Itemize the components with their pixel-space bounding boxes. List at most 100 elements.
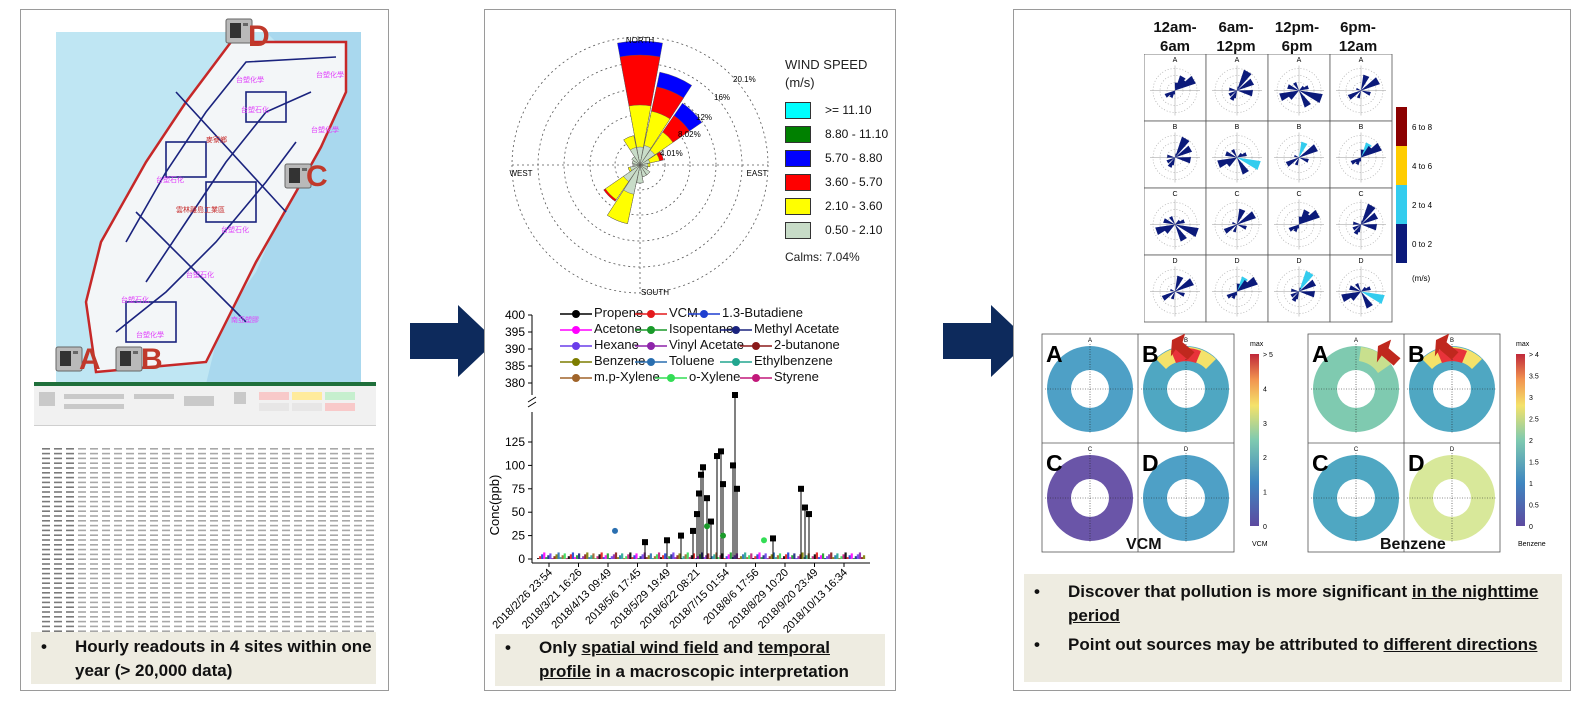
- ts-baseline-mark: [819, 555, 823, 559]
- small-rose-petal: [1235, 291, 1238, 296]
- ts-baseline-mark: [737, 558, 741, 560]
- polar-colorbar-tick: > 5: [1263, 352, 1273, 359]
- small-rose-petal: [1361, 291, 1385, 305]
- small-rose-site-label: D: [1234, 258, 1239, 265]
- wind-legend-label: 0.50 - 2.10: [825, 223, 883, 237]
- ts-baseline-mark: [764, 553, 767, 559]
- ts-baseline-mark: [715, 552, 718, 559]
- propene-spike-marker: [806, 511, 812, 518]
- upper-y-tick-label: 395: [505, 325, 525, 339]
- time-period-header: 6pm- 12am: [1327, 18, 1389, 56]
- sensor-c-icon: [284, 163, 312, 189]
- wind-legend-title: WIND SPEED: [785, 57, 868, 72]
- colorbar-segment: [1396, 107, 1407, 146]
- small-rose-petal: [1291, 288, 1299, 292]
- time-period-header-line: 12am: [1338, 38, 1378, 55]
- small-rose-site-label: C: [1234, 191, 1239, 198]
- ts-baseline-mark: [758, 552, 761, 559]
- ts-baseline-mark: [623, 558, 626, 560]
- small-rose-petal: [1232, 90, 1237, 99]
- rose-ring-16: 16%: [714, 93, 730, 102]
- small-rose-petal: [1361, 212, 1379, 225]
- small-rose-petal: [1349, 285, 1361, 292]
- ts-baseline-mark: [832, 557, 835, 559]
- ts-baseline-mark: [590, 555, 593, 559]
- small-rose-petal: [1170, 288, 1175, 292]
- polar-colorbar-tick: 4: [1263, 386, 1267, 393]
- ts-baseline-mark: [703, 557, 706, 559]
- species-legend-label: o-Xylene: [689, 369, 741, 384]
- small-rose-petal: [1226, 157, 1237, 167]
- spreadsheet-grid: [34, 444, 376, 642]
- small-rose-petal: [1237, 152, 1243, 158]
- small-wind-rose: D: [1205, 254, 1269, 323]
- ts-baseline-mark: [561, 555, 564, 559]
- small-rose-petal: [1299, 291, 1315, 298]
- lower-y-tick-label: 125: [505, 435, 525, 449]
- ts-baseline-mark: [631, 557, 634, 559]
- ts-baseline-mark: [813, 554, 816, 559]
- species-legend-label: m.p-Xylene: [594, 369, 660, 384]
- small-rose-petal: [1164, 224, 1175, 234]
- red-arrow-icon: [1170, 333, 1195, 360]
- small-wind-rose: D: [1267, 254, 1331, 323]
- time-period-header: 6am- 12pm: [1205, 18, 1267, 56]
- rose-petal-11-band-0: [639, 164, 647, 177]
- spreadsheet-screenshot: [34, 382, 376, 642]
- ts-baseline-mark: [793, 553, 796, 559]
- left-caption: Hourly readouts in 4 sites within one ye…: [31, 632, 376, 684]
- rose-petal-0-band-0: [636, 146, 644, 166]
- propene-spike-marker: [734, 485, 740, 492]
- species-legend-label: VCM: [669, 305, 698, 320]
- rc2-part-2: different directions: [1383, 635, 1538, 654]
- ts-baseline-mark: [698, 554, 702, 559]
- concentration-time-series: 4003953903853801251007550250Conc(ppb)201…: [487, 308, 870, 635]
- svg-text:雲林離島工業區: 雲林離島工業區: [176, 205, 225, 214]
- wind-legend-label: 2.10 - 3.60: [825, 199, 883, 213]
- sensor-d-icon: [225, 18, 253, 44]
- small-rose-petal: [1175, 136, 1190, 158]
- ts-baseline-mark: [621, 553, 624, 559]
- rose-petal-5-band-0: [636, 164, 644, 184]
- ts-baseline-mark: [625, 556, 628, 559]
- polar-site-small-label: B: [1184, 338, 1188, 344]
- ts-baseline-mark: [729, 552, 732, 559]
- wind-speed-colorbar: 6 to 8 4 to 6 2 to 4 0 to 2 (m/s): [1396, 107, 1433, 283]
- rose-north-label: NORTH: [626, 36, 655, 45]
- ts-baseline-mark: [557, 552, 560, 559]
- polar-colorbar: [1250, 354, 1259, 526]
- ts-baseline-mark: [840, 556, 843, 559]
- small-wind-rose: B: [1144, 120, 1207, 189]
- ts-baseline-mark: [787, 552, 790, 559]
- svg-text:台塑石化: 台塑石化: [221, 225, 249, 234]
- ts-baseline-mark: [862, 555, 866, 559]
- svg-text:台塑化學: 台塑化學: [311, 125, 339, 134]
- species-legend-label: Hexane: [594, 337, 639, 352]
- species-legend-marker-icon: [635, 326, 667, 334]
- svg-text:台塑化學: 台塑化學: [136, 330, 164, 339]
- ts-baseline-mark: [596, 556, 599, 559]
- small-rose-petal: [1361, 286, 1367, 292]
- small-wind-rose: C: [1144, 187, 1207, 256]
- small-rose-petal: [1361, 85, 1368, 91]
- small-rose-petal: [1294, 157, 1299, 166]
- axis-break-mark: [527, 401, 537, 408]
- rose-petal-8-band-0: [629, 164, 641, 171]
- ts-baseline-mark: [727, 554, 730, 559]
- propene-spike-marker: [694, 511, 700, 518]
- small-rose-petal: [1298, 216, 1302, 225]
- sensor-b-icon: [115, 346, 143, 372]
- ts-baseline-mark: [688, 557, 691, 559]
- rose-ring-12: 12%: [696, 113, 712, 122]
- ts-baseline-mark: [834, 555, 837, 559]
- propene-spike-marker: [704, 495, 710, 502]
- species-legend-marker-icon: [560, 326, 592, 334]
- ts-baseline-mark: [776, 555, 780, 559]
- wind-legend-swatch: [785, 174, 811, 191]
- ts-baseline-mark: [600, 552, 603, 559]
- ts-baseline-mark: [657, 552, 661, 559]
- small-rose-petal: [1361, 286, 1371, 292]
- calms-label: Calms: 7.04%: [785, 250, 860, 264]
- small-rose-petal: [1236, 283, 1240, 292]
- ts-baseline-mark: [762, 555, 765, 559]
